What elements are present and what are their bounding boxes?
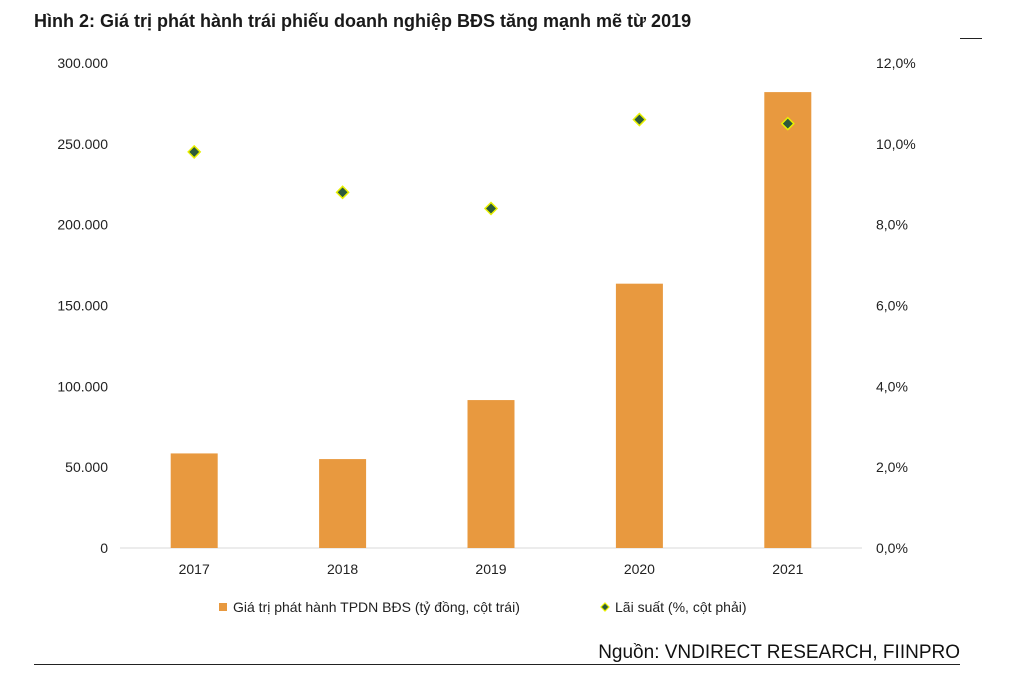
right-tick-label: 0,0% [876,540,908,556]
legend-swatch-point [600,602,610,612]
x-tick-label: 2018 [327,561,358,577]
chart-title: Hình 2: Giá trị phát hành trái phiếu doa… [34,11,692,31]
source-note: Nguồn: VNDIRECT RESEARCH, FIINPRO [598,642,960,663]
left-tick-label: 250.000 [57,136,108,152]
left-axis-ticks: 0 50.000 100.000 150.000 200.000 250.000 300.0… [57,55,108,556]
left-tick-label: 150.000 [57,298,108,314]
legend-label-point: Lãi suất (%, cột phải) [615,599,747,615]
title-rule [960,38,982,39]
x-tick-label: 2020 [624,561,655,577]
right-tick-label: 10,0% [876,136,916,152]
point-2018 [335,185,350,200]
bottom-rule [34,664,960,665]
right-axis-ticks: 0,0% 2,0% 4,0% 6,0% 8,0% 10,0% 12,0% [876,55,916,556]
bar-2020 [615,283,663,548]
left-tick-label: 300.000 [57,55,108,71]
x-tick-label: 2021 [772,561,803,577]
x-tick-label: 2017 [179,561,210,577]
right-tick-label: 12,0% [876,55,916,71]
left-tick-label: 0 [100,540,108,556]
legend-swatch-bar [219,603,227,611]
point-2020 [632,112,647,127]
bar-2021 [764,92,812,548]
bar-2018 [319,459,367,548]
bar-series [170,92,812,548]
bar-2019 [467,400,515,548]
point-2019 [483,201,499,216]
point-2017 [187,144,202,159]
left-tick-label: 200.000 [57,217,108,233]
x-tick-label: 2019 [475,561,506,577]
right-tick-label: 2,0% [876,459,908,475]
legend-label-bar: Giá trị phát hành TPDN BĐS (tỷ đồng, cột… [233,599,520,615]
x-axis-ticks: 2017 2018 2019 2020 2021 [179,561,804,577]
right-tick-label: 8,0% [876,217,908,233]
left-tick-label: 100.000 [57,378,108,394]
legend: Giá trị phát hành TPDN BĐS (tỷ đồng, cột… [219,599,747,615]
left-tick-label: 50.000 [65,459,108,475]
scatter-series [187,112,795,216]
point-2021 [780,116,795,131]
right-tick-label: 4,0% [876,378,908,394]
right-tick-label: 6,0% [876,298,908,314]
bar-2017 [170,453,218,548]
